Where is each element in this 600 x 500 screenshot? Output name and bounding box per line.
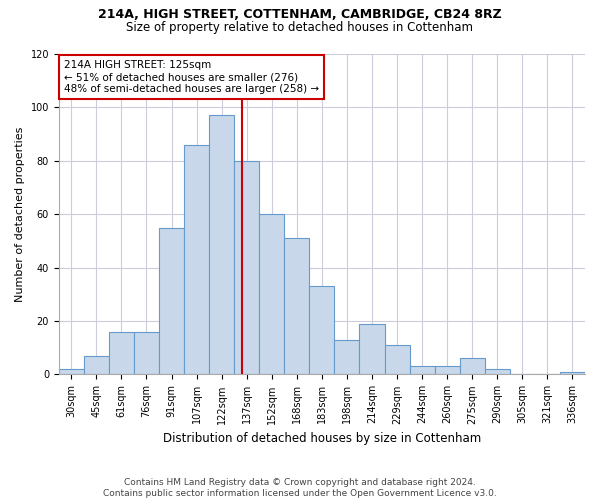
Bar	[434, 366, 460, 374]
Bar	[485, 369, 510, 374]
Text: Contains HM Land Registry data © Crown copyright and database right 2024.
Contai: Contains HM Land Registry data © Crown c…	[103, 478, 497, 498]
Y-axis label: Number of detached properties: Number of detached properties	[15, 126, 25, 302]
Text: 214A HIGH STREET: 125sqm
← 51% of detached houses are smaller (276)
48% of semi-: 214A HIGH STREET: 125sqm ← 51% of detach…	[64, 60, 319, 94]
Bar	[209, 116, 234, 374]
Bar	[84, 356, 109, 374]
X-axis label: Distribution of detached houses by size in Cottenham: Distribution of detached houses by size …	[163, 432, 481, 445]
Bar	[134, 332, 159, 374]
Bar	[259, 214, 284, 374]
Bar	[560, 372, 585, 374]
Bar	[159, 228, 184, 374]
Bar	[109, 332, 134, 374]
Text: Size of property relative to detached houses in Cottenham: Size of property relative to detached ho…	[127, 21, 473, 34]
Bar	[460, 358, 485, 374]
Bar	[310, 286, 334, 374]
Bar	[59, 369, 84, 374]
Text: 214A, HIGH STREET, COTTENHAM, CAMBRIDGE, CB24 8RZ: 214A, HIGH STREET, COTTENHAM, CAMBRIDGE,…	[98, 8, 502, 20]
Bar	[385, 345, 410, 374]
Bar	[410, 366, 434, 374]
Bar	[359, 324, 385, 374]
Bar	[234, 161, 259, 374]
Bar	[284, 238, 310, 374]
Bar	[334, 340, 359, 374]
Bar	[184, 145, 209, 374]
